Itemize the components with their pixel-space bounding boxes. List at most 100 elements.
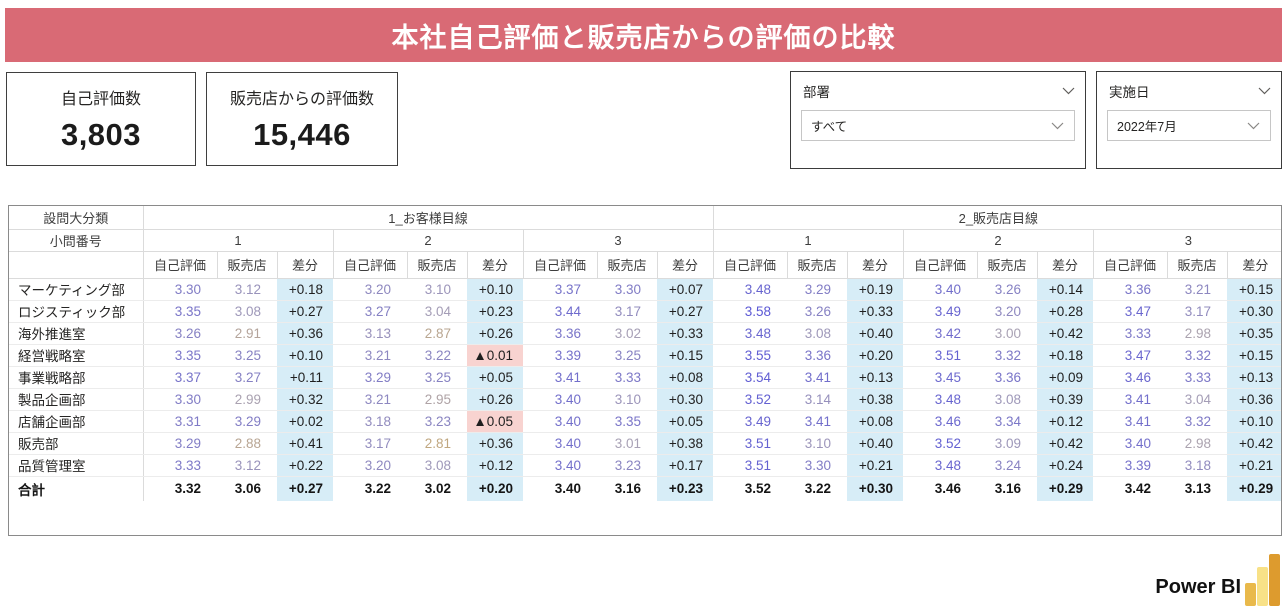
matrix-diff-cell[interactable]: +0.41	[277, 432, 333, 455]
matrix-diff-cell[interactable]: +0.38	[847, 388, 904, 411]
matrix-diff-cell[interactable]: +0.29	[1037, 476, 1094, 501]
matrix-value-cell[interactable]: 3.40	[554, 481, 581, 497]
matrix-value-cell[interactable]: 2.81	[407, 432, 467, 455]
matrix-diff-cell[interactable]: +0.17	[657, 454, 714, 477]
matrix-value-cell[interactable]: 3.22	[364, 481, 391, 497]
matrix-value-cell[interactable]: 3.49	[713, 410, 788, 433]
matrix-diff-cell[interactable]: +0.33	[657, 322, 714, 345]
matrix-diff-cell[interactable]: +0.40	[847, 322, 904, 345]
matrix-value-cell[interactable]: 3.33	[1093, 322, 1168, 345]
matrix-value-cell[interactable]: 3.51	[713, 432, 788, 455]
matrix-diff-cell[interactable]: +0.24	[1037, 454, 1094, 477]
matrix-value-cell[interactable]: 3.08	[217, 300, 277, 323]
matrix-value-cell[interactable]: 3.20	[333, 454, 407, 477]
matrix-diff-cell[interactable]: +0.20	[847, 344, 904, 367]
matrix-diff-cell[interactable]: +0.08	[847, 410, 904, 433]
matrix-value-cell[interactable]: 3.25	[407, 366, 467, 389]
matrix-diff-cell[interactable]: +0.05	[467, 366, 523, 389]
date-dropdown[interactable]: 2022年7月	[1107, 110, 1271, 141]
matrix-diff-cell[interactable]: +0.38	[657, 432, 714, 455]
matrix-value-cell[interactable]: 3.22	[804, 481, 832, 497]
matrix-row-label[interactable]: ロジスティック部	[9, 300, 144, 323]
chevron-down-icon[interactable]	[1062, 82, 1075, 100]
matrix-value-cell[interactable]: 3.35	[143, 344, 217, 367]
matrix-diff-cell[interactable]: +0.26	[467, 322, 523, 345]
matrix-row-label[interactable]: 販売部	[9, 432, 144, 455]
matrix-value-cell[interactable]: 3.24	[977, 454, 1038, 477]
matrix-value-cell[interactable]: 3.33	[1167, 366, 1228, 389]
matrix-value-cell[interactable]: 3.08	[407, 454, 467, 477]
matrix-diff-cell[interactable]: +0.22	[277, 454, 333, 477]
matrix-diff-cell[interactable]: +0.10	[277, 344, 333, 367]
matrix-diff-cell[interactable]: +0.39	[1037, 388, 1094, 411]
matrix-value-cell[interactable]: 3.26	[787, 300, 848, 323]
matrix-value-cell[interactable]: 3.48	[903, 454, 978, 477]
matrix-diff-cell[interactable]: +0.29	[1227, 476, 1281, 501]
matrix-value-cell[interactable]: 3.40	[523, 388, 597, 411]
matrix-diff-cell[interactable]: +0.07	[657, 278, 714, 301]
matrix-value-cell[interactable]: 3.01	[597, 432, 657, 455]
matrix-value-cell[interactable]: 3.44	[523, 300, 597, 323]
matrix-diff-cell[interactable]: +0.36	[277, 322, 333, 345]
matrix-value-cell[interactable]: 3.13	[333, 322, 407, 345]
matrix-value-cell[interactable]: 3.18	[333, 410, 407, 433]
matrix-diff-cell[interactable]: +0.36	[1227, 388, 1281, 411]
matrix-value-cell[interactable]: 3.37	[143, 366, 217, 389]
matrix-value-cell[interactable]: 3.21	[333, 388, 407, 411]
matrix-value-cell[interactable]: 3.47	[1093, 344, 1168, 367]
matrix-value-cell[interactable]: 3.04	[1167, 388, 1228, 411]
matrix-value-cell[interactable]: 3.36	[1093, 278, 1168, 301]
matrix-diff-cell[interactable]: +0.19	[847, 278, 904, 301]
matrix-value-cell[interactable]: 3.08	[787, 322, 848, 345]
matrix-value-cell[interactable]: 3.45	[903, 366, 978, 389]
matrix-diff-cell[interactable]: +0.32	[277, 388, 333, 411]
chevron-down-icon[interactable]	[1258, 82, 1271, 100]
matrix-value-cell[interactable]: 3.00	[977, 322, 1038, 345]
matrix-value-cell[interactable]: 3.29	[143, 432, 217, 455]
matrix-row-label[interactable]: 製品企画部	[9, 388, 144, 411]
matrix-value-cell[interactable]: 3.35	[597, 410, 657, 433]
matrix-row-label[interactable]: 合計	[9, 476, 144, 501]
matrix-value-cell[interactable]: 3.14	[787, 388, 848, 411]
matrix-value-cell[interactable]: 3.27	[333, 300, 407, 323]
matrix-diff-cell[interactable]: +0.42	[1037, 432, 1094, 455]
matrix-diff-cell[interactable]: +0.12	[467, 454, 523, 477]
matrix-row-label[interactable]: マーケティング部	[9, 278, 144, 301]
matrix-value-cell[interactable]: 3.04	[407, 300, 467, 323]
matrix-value-cell[interactable]: 3.51	[713, 454, 788, 477]
matrix-value-cell[interactable]: 3.20	[333, 278, 407, 301]
matrix-diff-cell[interactable]: +0.33	[847, 300, 904, 323]
matrix-diff-cell[interactable]: +0.30	[847, 476, 904, 501]
matrix-value-cell[interactable]: 2.91	[217, 322, 277, 345]
matrix-value-cell[interactable]: 3.21	[1167, 278, 1228, 301]
matrix-diff-cell[interactable]: +0.35	[1227, 322, 1281, 345]
matrix-diff-cell[interactable]: +0.14	[1037, 278, 1094, 301]
matrix-diff-cell[interactable]: +0.21	[847, 454, 904, 477]
matrix-diff-cell[interactable]: +0.15	[1227, 278, 1281, 301]
matrix-diff-cell[interactable]: +0.30	[657, 388, 714, 411]
matrix-value-cell[interactable]: 3.10	[407, 278, 467, 301]
matrix-diff-cell[interactable]: +0.02	[277, 410, 333, 433]
matrix-diff-cell[interactable]: +0.42	[1037, 322, 1094, 345]
matrix-value-cell[interactable]: 3.32	[174, 481, 201, 497]
matrix-row-label[interactable]: 品質管理室	[9, 454, 144, 477]
matrix-value-cell[interactable]: 3.46	[903, 410, 978, 433]
matrix-value-cell[interactable]: 3.16	[614, 481, 641, 497]
matrix-value-cell[interactable]: 3.33	[143, 454, 217, 477]
matrix-value-cell[interactable]: 3.41	[1093, 410, 1168, 433]
matrix-value-cell[interactable]: 3.41	[787, 366, 848, 389]
matrix-value-cell[interactable]: 3.31	[143, 410, 217, 433]
department-dropdown[interactable]: すべて	[801, 110, 1075, 141]
matrix-value-cell[interactable]: 3.29	[217, 410, 277, 433]
matrix-value-cell[interactable]: 3.40	[523, 432, 597, 455]
matrix-value-cell[interactable]: 3.12	[217, 454, 277, 477]
matrix-value-cell[interactable]: 3.02	[424, 481, 451, 497]
matrix-diff-cell[interactable]: +0.40	[847, 432, 904, 455]
matrix-value-cell[interactable]: 3.25	[217, 344, 277, 367]
matrix-value-cell[interactable]: 3.46	[934, 481, 962, 497]
matrix-value-cell[interactable]: 3.40	[523, 410, 597, 433]
matrix-value-cell[interactable]: 3.25	[597, 344, 657, 367]
matrix-diff-cell[interactable]: +0.30	[1227, 300, 1281, 323]
matrix-value-cell[interactable]: 3.12	[217, 278, 277, 301]
matrix-value-cell[interactable]: 3.22	[407, 344, 467, 367]
